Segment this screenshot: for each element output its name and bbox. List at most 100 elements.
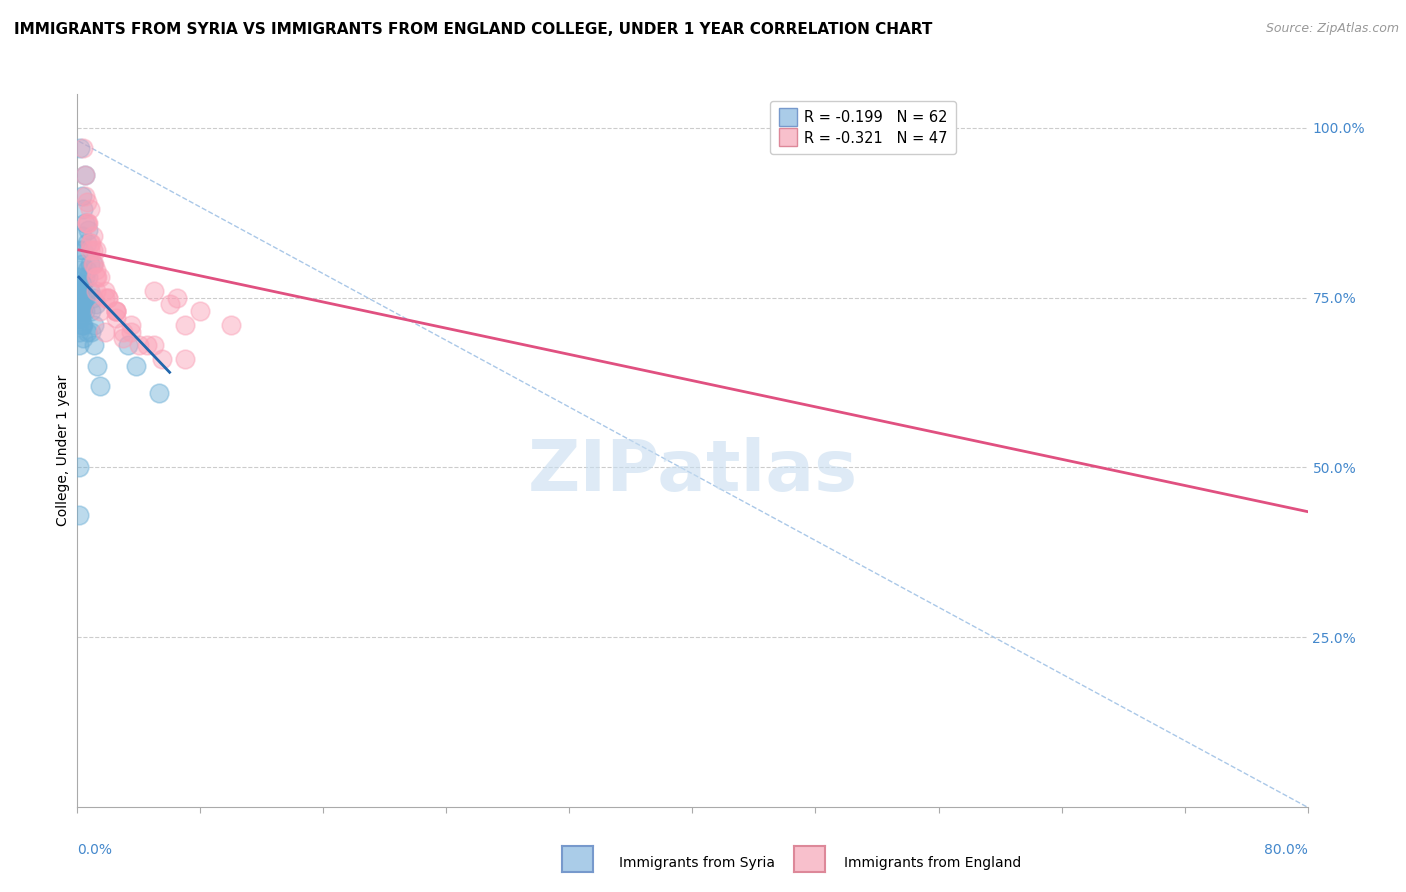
Point [89, 304, 111, 318]
Point [77, 216, 100, 230]
Point [76, 216, 98, 230]
Point [83, 256, 105, 270]
Point [72, 202, 94, 217]
Point [148, 385, 170, 400]
Point [104, 304, 127, 318]
Point [73, 168, 96, 182]
Point [69, 141, 91, 155]
Point [97, 291, 120, 305]
Point [73, 291, 96, 305]
Point [67, 508, 90, 522]
Point [79, 202, 101, 217]
Point [77, 222, 100, 236]
Point [67, 338, 90, 352]
Point [67, 297, 90, 311]
Text: Immigrants from England: Immigrants from England [844, 855, 1021, 870]
Point [128, 338, 150, 352]
Point [70, 277, 93, 291]
Point [69, 284, 91, 298]
Text: 0.0%: 0.0% [77, 843, 112, 857]
Point [67, 243, 90, 257]
Point [69, 297, 91, 311]
Point [72, 243, 94, 257]
Point [70, 229, 93, 244]
Point [104, 304, 127, 318]
Point [69, 284, 91, 298]
Point [79, 284, 101, 298]
Y-axis label: College, Under 1 year: College, Under 1 year [56, 375, 70, 526]
Point [84, 243, 107, 257]
Point [135, 338, 157, 352]
Point [76, 216, 98, 230]
Point [159, 297, 181, 311]
Point [174, 318, 197, 332]
Point [104, 310, 127, 325]
Point [94, 325, 117, 339]
Point [76, 263, 98, 277]
Point [77, 270, 100, 285]
Point [67, 310, 90, 325]
Point [69, 284, 91, 298]
Point [67, 310, 90, 325]
Point [117, 338, 139, 352]
Point [83, 338, 105, 352]
Point [67, 263, 90, 277]
Point [73, 304, 96, 318]
Point [82, 243, 104, 257]
Point [76, 236, 98, 251]
Point [143, 284, 166, 298]
Point [84, 297, 107, 311]
Point [84, 270, 107, 285]
Point [80, 236, 103, 251]
Point [84, 284, 107, 298]
Point [70, 304, 93, 318]
Point [76, 195, 98, 210]
Legend: R = -0.199   N = 62, R = -0.321   N = 47: R = -0.199 N = 62, R = -0.321 N = 47 [770, 101, 956, 154]
Point [86, 359, 108, 373]
Point [166, 291, 188, 305]
Point [120, 318, 142, 332]
Point [104, 304, 127, 318]
Point [72, 297, 94, 311]
Point [70, 318, 93, 332]
Point [84, 263, 107, 277]
Point [80, 304, 103, 318]
Point [174, 351, 197, 366]
Point [70, 188, 93, 202]
Point [83, 318, 105, 332]
Point [82, 229, 104, 244]
Point [86, 270, 108, 285]
Point [67, 284, 90, 298]
Point [72, 277, 94, 291]
Point [72, 318, 94, 332]
Point [67, 297, 90, 311]
Point [73, 188, 96, 202]
Point [73, 168, 96, 182]
Point [73, 216, 96, 230]
Point [89, 270, 111, 285]
Point [150, 351, 173, 366]
Point [188, 304, 212, 318]
Point [67, 277, 90, 291]
Text: Immigrants from Syria: Immigrants from Syria [619, 855, 775, 870]
Point [89, 379, 111, 393]
Text: ZIPatlas: ZIPatlas [527, 437, 858, 507]
Point [94, 291, 117, 305]
Point [69, 310, 91, 325]
Point [79, 256, 101, 270]
Point [76, 325, 98, 339]
Point [82, 291, 104, 305]
Point [72, 141, 94, 155]
Point [72, 331, 94, 345]
Point [112, 331, 135, 345]
Point [69, 310, 91, 325]
Point [94, 284, 117, 298]
Point [73, 270, 96, 285]
Text: 80.0%: 80.0% [1264, 843, 1308, 857]
Point [143, 338, 166, 352]
Point [70, 318, 93, 332]
Point [112, 325, 135, 339]
Point [67, 460, 90, 475]
Point [79, 236, 101, 251]
Point [82, 256, 104, 270]
